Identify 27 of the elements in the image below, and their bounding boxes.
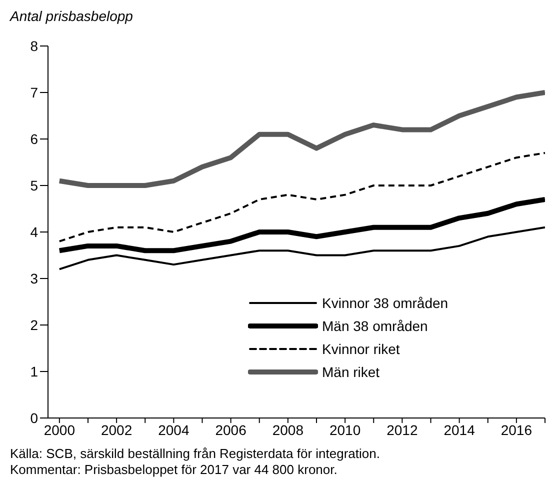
legend-label: Män 38 områden	[322, 318, 428, 334]
x-tick-label: 2002	[100, 422, 132, 438]
y-tick-label: 3	[30, 270, 38, 286]
legend-label: Män riket	[322, 364, 380, 380]
text: Kommentar: Prisbasbeloppet för 2017 var 44 800 kronor.	[10, 462, 338, 478]
line-series	[58, 226, 545, 270]
line-series	[58, 152, 545, 242]
x-tick-label: 2016	[500, 422, 532, 438]
text: Källa: SCB, särskild beställning från Registerdata för integration.	[10, 446, 381, 462]
y-tick-label: 6	[30, 130, 38, 147]
y-tick-label: 8	[30, 38, 38, 54]
legend-label: Kvinnor riket	[322, 340, 400, 356]
x-tick-label: 2012	[386, 422, 418, 438]
y-tick-label: 1	[30, 363, 38, 380]
legend-label: Kvinnor 38 områden	[322, 294, 448, 310]
x-tick-label: 2014	[444, 422, 476, 438]
y-tick-label: 0	[30, 410, 38, 426]
x-tick-label: 2008	[272, 422, 304, 438]
x-tick-label: 2006	[215, 422, 247, 438]
x-tick-label: 2010	[329, 422, 361, 438]
y-axis-title: Antal prisbasbelopp	[8, 8, 134, 26]
y-tick-label: 4	[30, 224, 38, 240]
y-tick-label: 7	[30, 84, 38, 100]
x-tick-label: 2004	[158, 422, 190, 438]
y-tick-label: 5	[30, 177, 38, 194]
x-tick-label: 2000	[44, 422, 76, 438]
y-tick-label: 2	[30, 316, 38, 333]
